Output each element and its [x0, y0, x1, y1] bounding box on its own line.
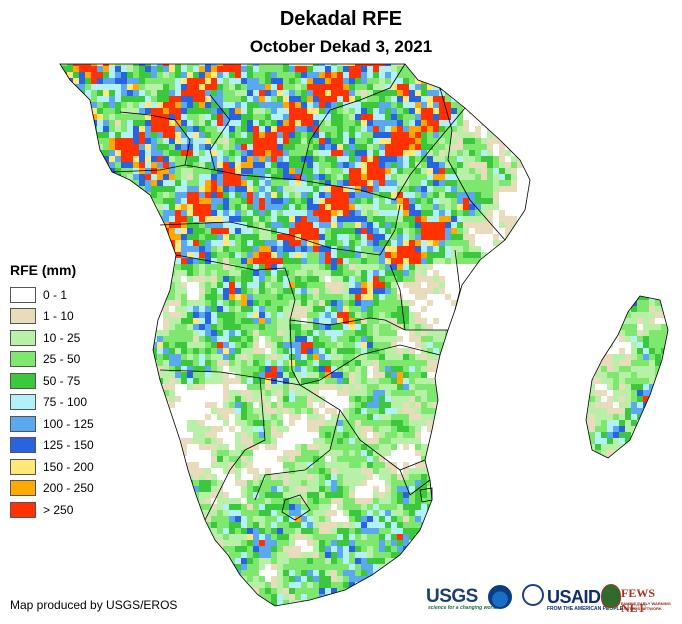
- legend-label: 100 - 125: [43, 416, 94, 431]
- legend-label: > 250: [43, 502, 74, 517]
- legend-title: RFE (mm): [10, 262, 77, 278]
- legend-swatch: [10, 458, 36, 475]
- legend-swatch: [10, 372, 36, 389]
- legend-item: 125 - 150: [10, 435, 94, 457]
- legend-item: 25 - 50: [10, 349, 94, 371]
- legend-swatch: [10, 480, 36, 497]
- map-title: Dekadal RFE: [279, 8, 403, 30]
- legend-label: 1 - 10: [43, 309, 74, 324]
- usaid-seal-icon: [522, 584, 544, 606]
- usgs-logo: USGS: [426, 586, 478, 607]
- partner-logos: USGS science for a changing world USAID …: [426, 584, 676, 615]
- legend-label: 0 - 1: [43, 287, 68, 302]
- usaid-tagline: FROM THE AMERICAN PEOPLE: [547, 606, 623, 612]
- fews-net-logo: FEWS NET: [621, 586, 656, 615]
- legend-item: 100 - 125: [10, 413, 94, 435]
- legend-swatch: [10, 308, 36, 325]
- usaid-logo: USAID: [547, 587, 601, 607]
- legend-label: 200 - 250: [43, 481, 94, 496]
- legend-item: 200 - 250: [10, 478, 94, 500]
- country-borders: [59, 63, 669, 607]
- legend-label: 25 - 50: [43, 352, 81, 367]
- legend-label: 150 - 200: [43, 459, 94, 474]
- legend-swatch: [10, 394, 36, 411]
- legend-item: > 250: [10, 499, 94, 521]
- legend-swatch: [10, 351, 36, 368]
- legend-item: 50 - 75: [10, 370, 94, 392]
- noaa-seal-icon: [488, 585, 512, 609]
- legend-swatch: [10, 437, 36, 454]
- fews-net-tagline: FAMINE EARLY WARNING SYSTEMS NETWORK: [621, 601, 671, 611]
- legend-swatch: [10, 501, 36, 518]
- legend-item: 0 - 1: [10, 284, 94, 306]
- usgs-tagline: science for a changing world: [428, 605, 497, 611]
- legend: RFE (mm) 0 - 1 1 - 10 10 - 25 25 - 50 50 - 7…: [10, 262, 94, 521]
- fews-net-seal-icon: [601, 584, 621, 608]
- legend-item: 150 - 200: [10, 456, 94, 478]
- legend-item: 75 - 100: [10, 392, 94, 414]
- legend-label: 10 - 25: [43, 330, 81, 345]
- legend-item: 1 - 10: [10, 306, 94, 328]
- legend-label: 125 - 150: [43, 438, 94, 453]
- legend-swatch: [10, 286, 36, 303]
- legend-item: 10 - 25: [10, 327, 94, 349]
- credit-text: Map produced by USGS/EROS: [10, 598, 178, 612]
- legend-label: 75 - 100: [43, 395, 88, 410]
- legend-label: 50 - 75: [43, 373, 81, 388]
- legend-swatch: [10, 329, 36, 346]
- map-subtitle: October Dekad 3, 2021: [249, 37, 433, 56]
- legend-swatch: [10, 415, 36, 432]
